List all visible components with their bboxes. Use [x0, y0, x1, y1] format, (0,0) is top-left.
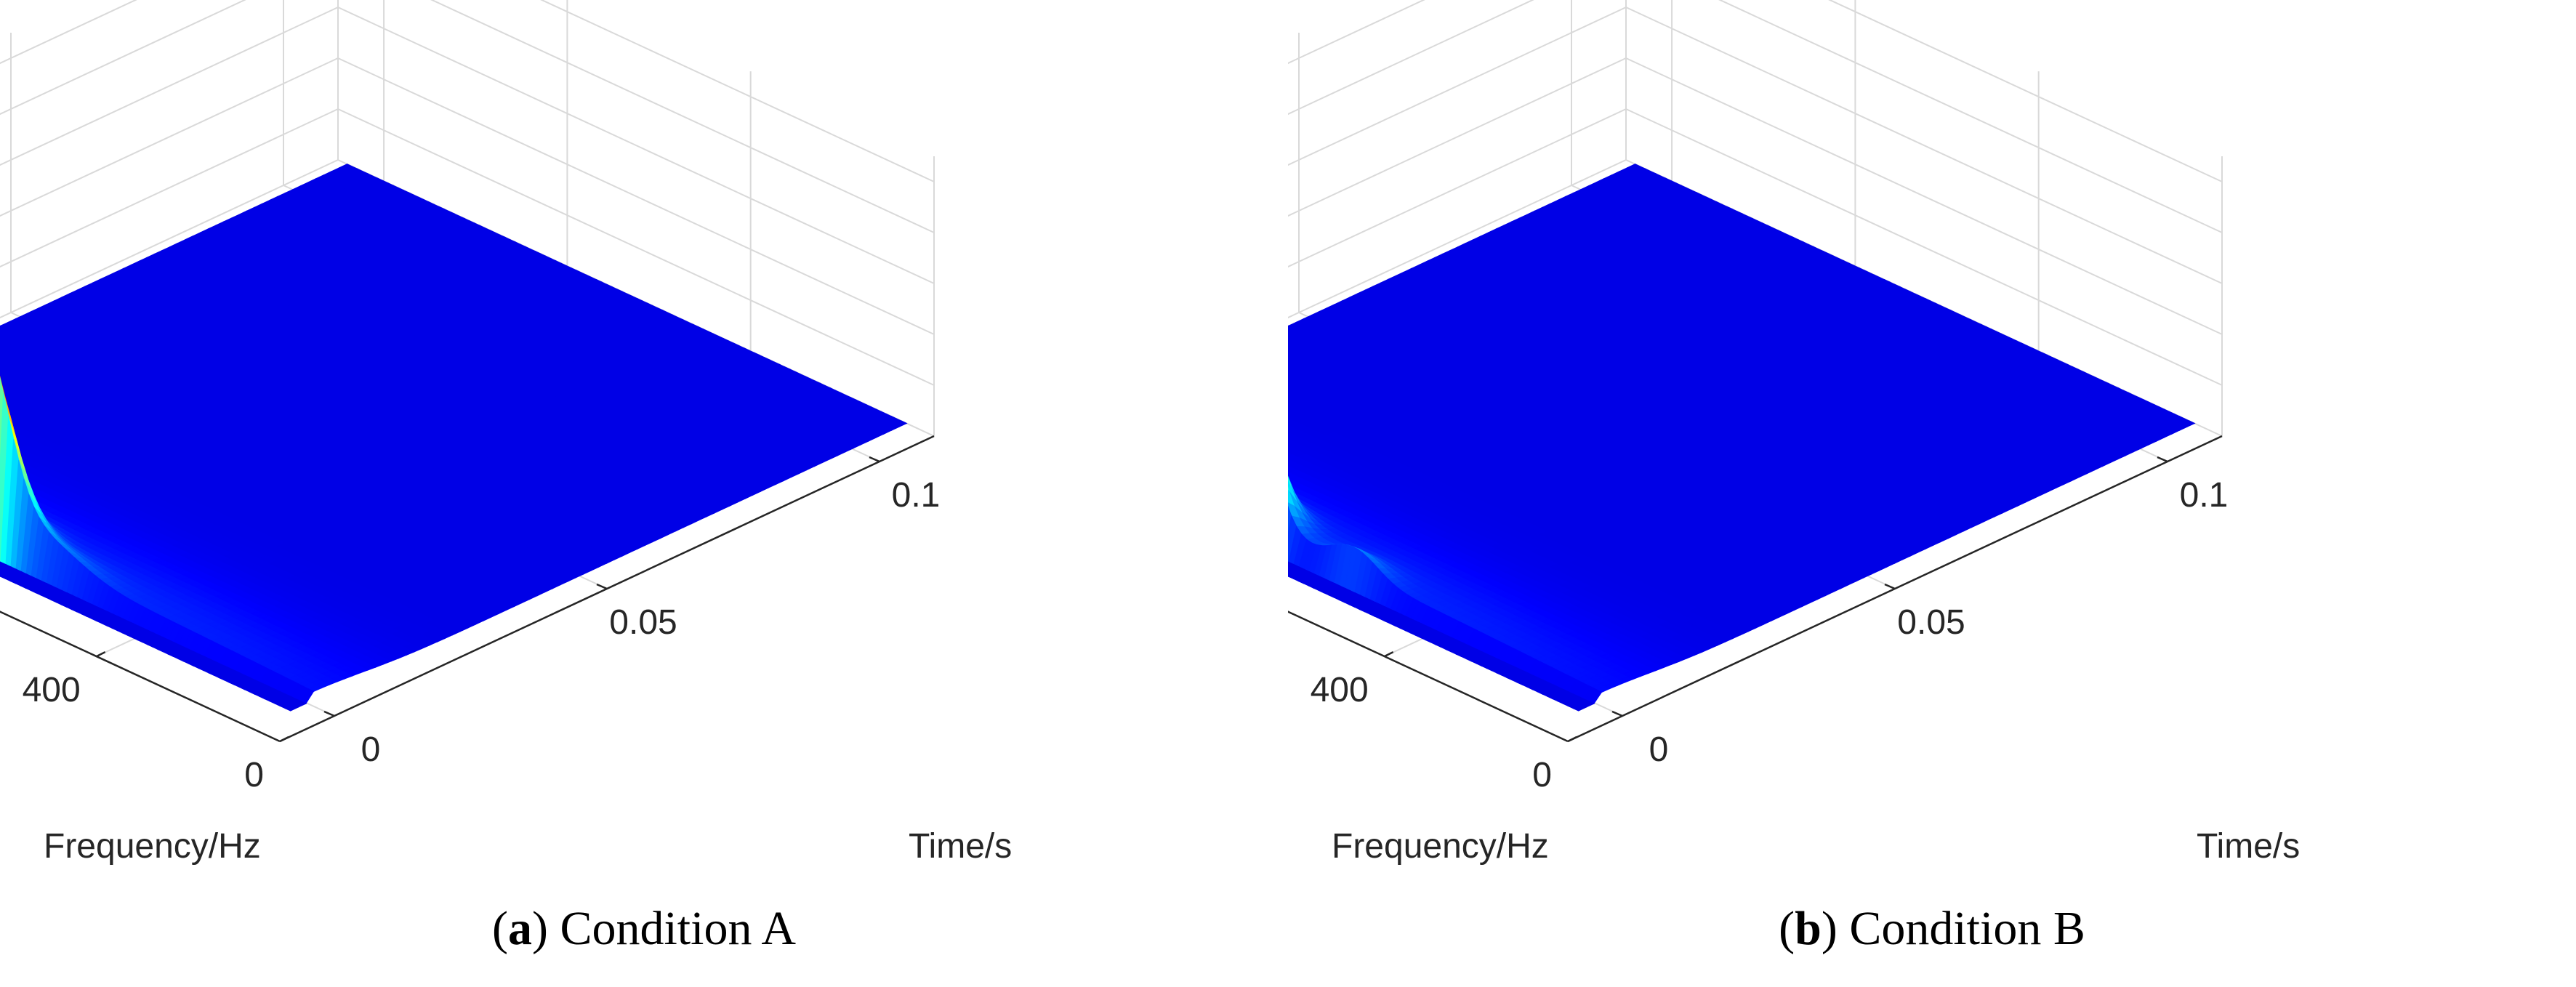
grid-side-z-5	[540, 0, 935, 182]
grid-side-z-3	[337, 7, 935, 284]
grid-back-z-4	[0, 0, 246, 116]
surface-a	[0, 164, 908, 712]
chart-panel-a: 0481216200400800120000.050.1Frequency/Hz…	[0, 0, 1012, 955]
grid-side-z-4	[430, 0, 935, 233]
grid-back-z-3	[0, 7, 339, 166]
grid-side-z-1	[337, 108, 935, 386]
plot-area-a: 0481216200400800120000.050.1Frequency/Hz…	[0, 0, 1012, 866]
grid-back-z-2	[0, 57, 339, 217]
grid-back-z-5	[0, 0, 137, 65]
grid-back-z-1	[0, 108, 339, 268]
surface-plot-a: 0481216200400800120000.050.1Frequency/Hz…	[0, 0, 1012, 866]
grid-side-z-2	[337, 57, 935, 335]
